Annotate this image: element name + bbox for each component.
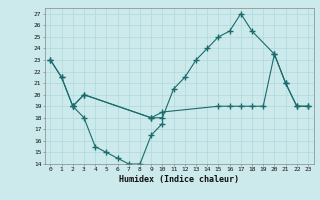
- X-axis label: Humidex (Indice chaleur): Humidex (Indice chaleur): [119, 175, 239, 184]
